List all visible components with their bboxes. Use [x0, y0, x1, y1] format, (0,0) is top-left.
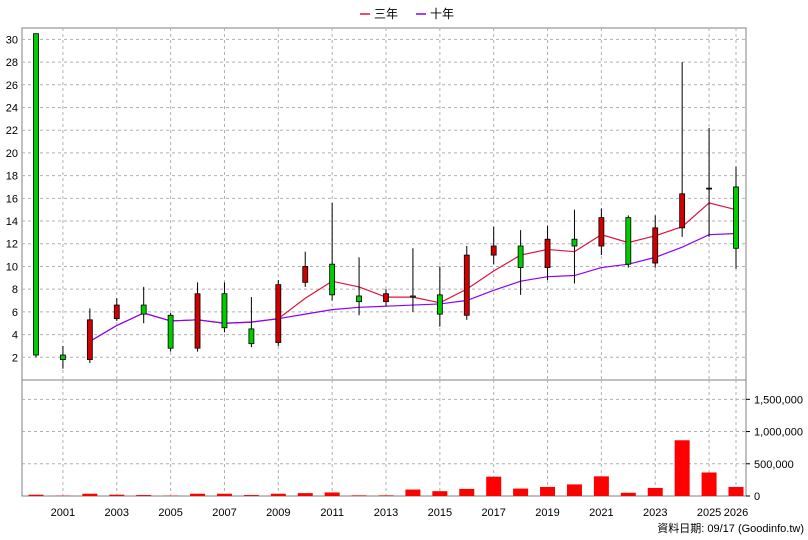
x-tick-label: 2001	[51, 507, 75, 519]
price-y-tick-label: 18	[6, 171, 18, 183]
volume-bar	[216, 493, 232, 496]
candle-body	[652, 227, 659, 264]
candle-body	[356, 295, 362, 303]
volume-bar	[405, 489, 421, 496]
candle-body	[544, 238, 551, 268]
candle-body	[329, 263, 336, 296]
candle-body	[679, 193, 686, 229]
volume-bar	[190, 493, 206, 496]
volume-bar	[593, 476, 609, 496]
volume-bar	[351, 495, 367, 496]
price-y-tick-label: 10	[6, 261, 18, 273]
x-tick-label: 2017	[481, 507, 505, 519]
price-y-tick-label: 6	[12, 307, 18, 319]
volume-bar	[82, 493, 98, 496]
candle-body	[410, 295, 416, 298]
volume-bar	[701, 472, 717, 496]
price-y-tick-label: 28	[6, 57, 18, 69]
candle-body	[275, 284, 282, 343]
volume-bar	[620, 492, 636, 496]
price-y-tick-label: 30	[6, 34, 18, 46]
volume-bar	[324, 492, 340, 496]
x-tick-label: 2023	[643, 507, 667, 519]
candle-body	[167, 314, 174, 349]
volume-bar	[432, 491, 448, 496]
volume-plot-frame	[21, 379, 747, 497]
chart-legend: 三年 十年	[360, 7, 454, 21]
price-plot-frame	[21, 27, 747, 381]
x-axis: 2001 2003 2005 2007 2009 2011 2013 2015 2017 2019…	[51, 507, 749, 519]
price-y-tick-label: 8	[12, 284, 18, 296]
candle-body	[571, 238, 578, 247]
price-y-tick-label: 20	[6, 148, 18, 160]
volume-bar	[540, 486, 556, 496]
x-tick-label: 2009	[266, 507, 290, 519]
x-tick-label: 2011	[320, 507, 344, 519]
volume-bar	[378, 495, 394, 496]
candle-body	[33, 33, 39, 356]
volume-panel: 0 500,000 1,000,000 1,500,000	[21, 379, 803, 503]
volume-bar	[297, 493, 313, 496]
candle-body	[221, 293, 228, 329]
volume-bar	[486, 476, 502, 496]
legend-label: 十年	[430, 7, 454, 21]
candle-body	[113, 304, 120, 320]
price-y-tick-label: 14	[6, 216, 18, 228]
x-tick-label: 2003	[105, 507, 129, 519]
date-note: 資料日期: 09/17 (Goodinfo.tw)	[657, 521, 804, 535]
volume-bar	[28, 494, 44, 496]
x-tick-label: 2013	[374, 507, 398, 519]
price-y-tick-label: 16	[6, 193, 18, 205]
x-tick-label: 2007	[212, 507, 236, 519]
x-tick-label: 2021	[589, 507, 613, 519]
volume-bar	[674, 440, 690, 496]
candle-body	[140, 304, 147, 315]
volume-y-tick-label: 1,500,000	[754, 394, 803, 406]
candle-body	[463, 254, 470, 316]
x-tick-label: 2015	[428, 507, 452, 519]
candle-body	[598, 217, 605, 247]
x-tick-label: 2005	[158, 507, 182, 519]
candle-body	[383, 293, 389, 303]
x-tick-label: 2019	[535, 507, 559, 519]
x-tick-label: 2026	[724, 507, 748, 519]
legend-label: 三年	[374, 7, 398, 21]
candle-body	[733, 186, 739, 249]
candle-body	[436, 294, 443, 315]
volume-bar	[109, 494, 125, 496]
volume-bar	[459, 488, 475, 496]
price-y-tick-label: 4	[12, 330, 18, 342]
price-y-tick-label: 2	[12, 352, 18, 364]
volume-bar	[513, 488, 529, 496]
price-y-tick-label: 26	[6, 80, 18, 92]
candle-body	[706, 187, 712, 190]
volume-bar	[566, 484, 582, 496]
candle-body	[194, 293, 201, 349]
candle-body	[490, 245, 497, 256]
price-y-tick-label: 22	[6, 125, 18, 137]
volume-bar	[136, 495, 152, 496]
volume-bar	[728, 486, 744, 496]
volume-y-tick-label: 500,000	[754, 459, 794, 471]
candle-body	[517, 245, 524, 268]
candle-body	[60, 354, 66, 360]
candle-body	[86, 319, 93, 360]
volume-bar	[647, 487, 663, 496]
volume-bar	[270, 493, 286, 496]
candle-body	[302, 266, 309, 283]
price-y-tick-label: 24	[6, 102, 18, 114]
volume-bar	[243, 495, 259, 496]
volume-y-tick-label: 1,000,000	[754, 427, 803, 439]
candle-body	[625, 217, 632, 265]
candle-body	[248, 328, 255, 345]
price-y-tick-label: 12	[6, 239, 18, 251]
volume-y-tick-label: 0	[754, 491, 760, 503]
x-tick-label: 2025	[697, 507, 721, 519]
